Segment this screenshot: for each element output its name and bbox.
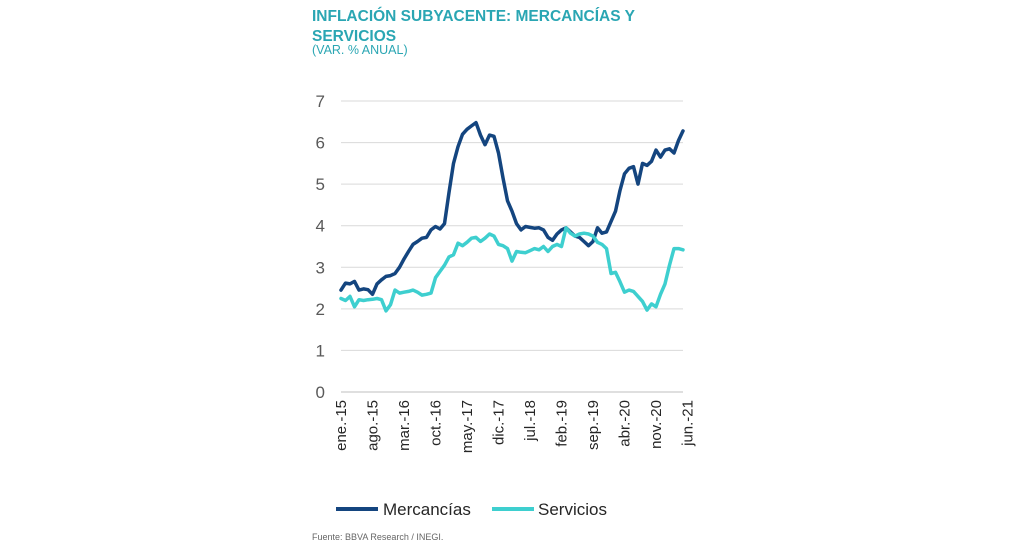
- chart-subtitle: (VAR. % ANUAL): [312, 43, 408, 57]
- y-tick-label: 2: [316, 300, 325, 319]
- y-tick-label: 4: [316, 217, 325, 236]
- y-tick-label: 1: [316, 341, 325, 360]
- series-lines: [339, 120, 685, 313]
- y-tick-label: 7: [316, 92, 325, 111]
- x-axis-ticks: ene.-15 ago.-15 mar.-16 oct.-16 may.-17 dic.-…: [333, 400, 697, 453]
- legend: Mercancías Servicios: [336, 500, 607, 519]
- x-tick-label: ene.-15: [333, 400, 350, 451]
- series-line-mercancias: [339, 120, 685, 297]
- x-tick-label: sep.-19: [585, 400, 602, 450]
- x-tick-label: feb.-19: [554, 400, 571, 447]
- x-tick-label: jun.-21: [680, 400, 697, 447]
- x-tick-label: nov.-20: [648, 400, 665, 449]
- x-tick-label: may.-17: [459, 400, 476, 453]
- legend-label-mercancias: Mercancías: [383, 500, 471, 519]
- x-tick-label: dic.-17: [491, 400, 508, 445]
- source-note: Fuente: BBVA Research / INEGI.: [312, 532, 444, 542]
- x-tick-label: jul.-18: [522, 400, 539, 442]
- x-tick-label: abr.-20: [617, 400, 634, 447]
- legend-label-servicios: Servicios: [538, 500, 607, 519]
- x-tick-label: mar.-16: [396, 400, 413, 451]
- y-tick-label: 5: [316, 175, 325, 194]
- y-tick-label: 6: [316, 134, 325, 153]
- y-tick-label: 0: [316, 383, 325, 402]
- y-tick-label: 3: [316, 258, 325, 277]
- x-tick-label: ago.-15: [365, 400, 382, 451]
- x-tick-label: oct.-16: [428, 400, 445, 446]
- y-axis-ticks: 0 1 2 3 4 5 6 7: [316, 92, 325, 402]
- grid: [341, 100, 683, 393]
- series-line-servicios: [339, 226, 685, 313]
- chart-title: INFLACIÓN SUBYACENTE: MERCANCÍAS Y SERVI…: [312, 8, 635, 45]
